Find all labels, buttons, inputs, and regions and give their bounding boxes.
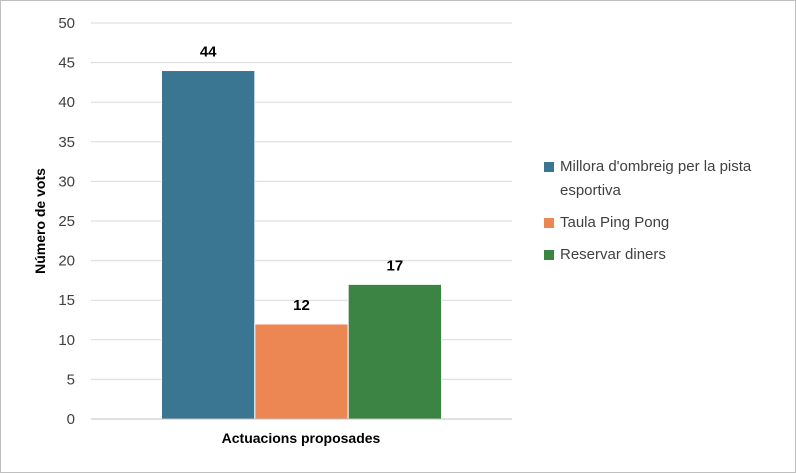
bars [161,70,442,420]
y-tick-label: 40 [58,94,75,111]
legend-swatch [544,250,554,260]
legend-item: Reservar diners [544,243,794,267]
y-tick-label: 10 [58,332,75,349]
data-labels: 44 12 17 [200,44,403,314]
y-tick-label: 20 [58,253,75,270]
bar [161,70,256,420]
y-tick-label: 30 [58,173,75,190]
legend-swatch [544,162,554,172]
legend-item: Taula Ping Pong [544,211,794,235]
legend-swatch [544,218,554,228]
data-label: 12 [293,297,310,314]
y-tick-label: 45 [58,55,75,72]
data-label: 17 [386,257,403,274]
legend-label: Reservar diners [560,246,666,263]
bar [347,283,442,420]
x-axis-title: Actuacions proposades [222,430,381,446]
bar [254,323,349,420]
data-label: 44 [200,44,217,61]
y-tick-label: 50 [58,15,75,32]
y-tick-label: 35 [58,134,75,151]
y-tick-label: 15 [58,292,75,309]
legend-item: Millora d'ombreig per la pista esportiva [544,155,794,203]
y-tick-label: 0 [67,411,75,428]
legend: Millora d'ombreig per la pista esportiva… [544,155,794,267]
legend-label: Millora d'ombreig per la pista esportiva [560,158,752,199]
legend-label: Taula Ping Pong [560,214,670,231]
y-axis-title: Número de vots [32,168,48,274]
y-tick-label: 5 [67,371,75,388]
y-tick-labels: 0 5 10 15 20 25 30 35 40 45 50 [58,15,75,428]
y-tick-label: 25 [58,213,75,230]
